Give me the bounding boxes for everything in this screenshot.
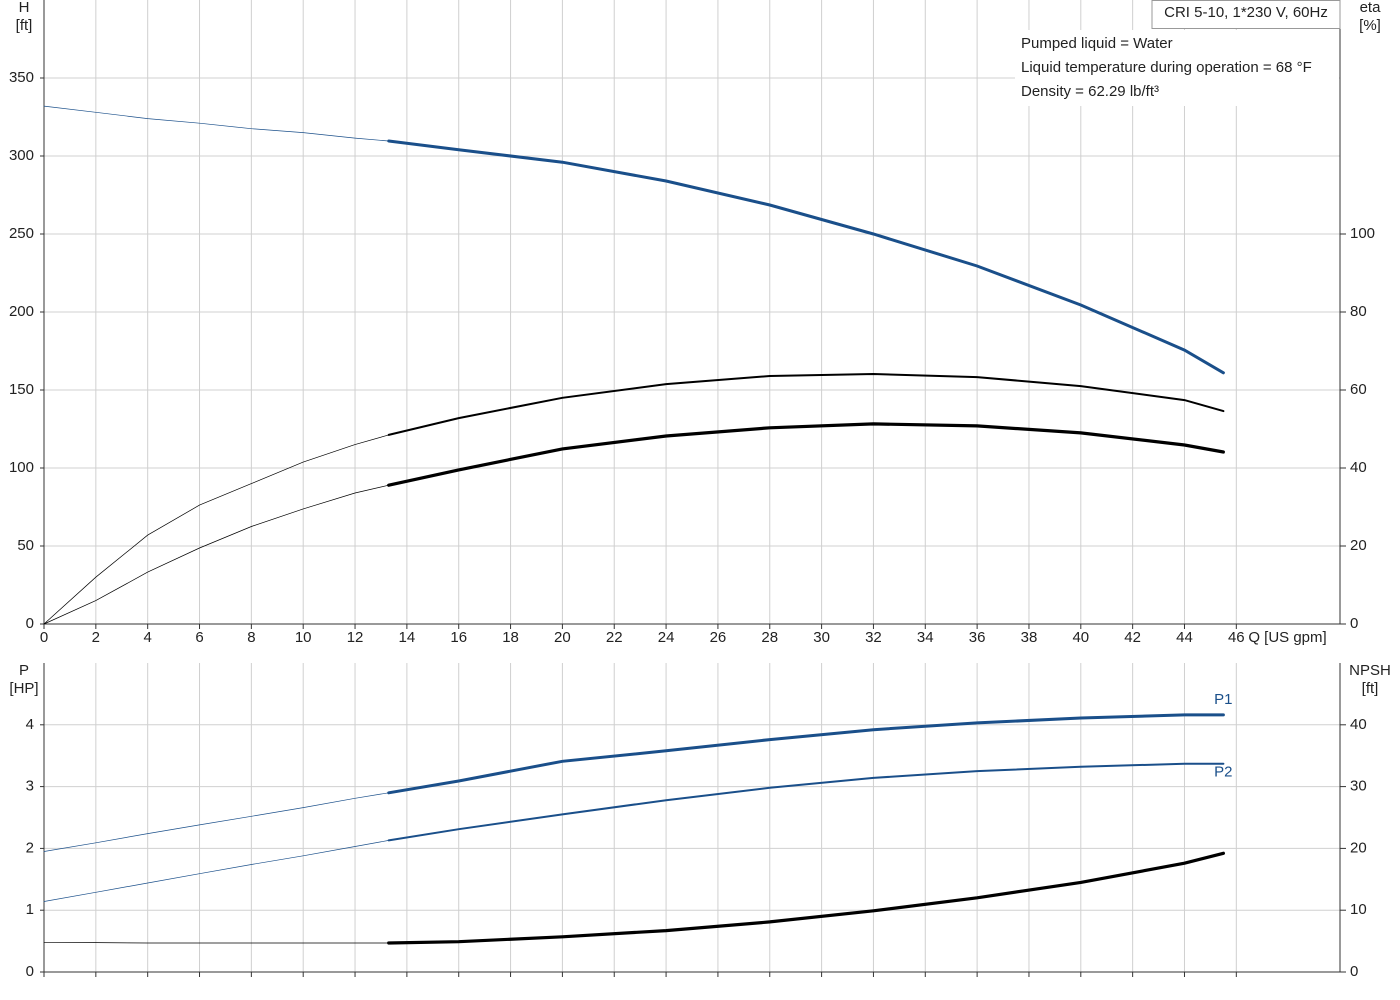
x-tick-label: 34 — [917, 629, 934, 646]
y-tick-label: 100 — [9, 459, 34, 476]
y2-tick-label: 20 — [1350, 537, 1367, 554]
annotation: Density = 62.29 lb/ft³ — [1021, 83, 1159, 100]
x-tick-label: 0 — [40, 629, 48, 646]
y-axis-label: P — [19, 662, 29, 679]
x-tick-label: 8 — [247, 629, 255, 646]
x-tick-label: 28 — [761, 629, 778, 646]
x-tick-label: 38 — [1021, 629, 1038, 646]
curve — [387, 372, 1225, 436]
x-tick-label: 2 — [92, 629, 100, 646]
curve — [387, 422, 1225, 487]
x-tick-label: 40 — [1072, 629, 1089, 646]
y-axis-unit: [HP] — [9, 680, 38, 697]
y-tick-label: 1 — [26, 901, 34, 918]
y2-tick-label: 40 — [1350, 716, 1367, 733]
y2-axis-unit: [ft] — [1362, 680, 1379, 697]
title-box — [1151, 0, 1341, 29]
curve-extension — [43, 105, 390, 142]
series-label: P1 — [1214, 691, 1232, 708]
series-label: P2 — [1214, 764, 1232, 781]
y-tick-label: 300 — [9, 147, 34, 164]
y2-tick-label: 80 — [1350, 303, 1367, 320]
y2-tick-label: 0 — [1350, 615, 1358, 632]
x-tick-label: 30 — [813, 629, 830, 646]
x-tick-label: 14 — [399, 629, 416, 646]
y2-tick-label: 10 — [1350, 901, 1367, 918]
curve — [387, 713, 1225, 795]
curve — [387, 851, 1225, 945]
x-tick-label: 6 — [195, 629, 203, 646]
x-tick-label: 44 — [1176, 629, 1193, 646]
y2-tick-label: 20 — [1350, 839, 1367, 856]
x-tick-label: 32 — [865, 629, 882, 646]
y-tick-label: 150 — [9, 381, 34, 398]
chart-title: CRI 5-10, 1*230 V, 60Hz — [1164, 4, 1328, 21]
y-tick-label: 250 — [9, 225, 34, 242]
x-tick-label: 46 — [1228, 629, 1245, 646]
y2-tick-label: 0 — [1350, 963, 1358, 980]
x-tick-label: 10 — [295, 629, 312, 646]
y-axis-unit: [ft] — [16, 17, 33, 34]
curve-extension — [43, 434, 390, 625]
y-tick-label: 200 — [9, 303, 34, 320]
y-tick-label: 2 — [26, 839, 34, 856]
y-axis-label: H — [19, 0, 30, 16]
y2-axis-unit: [%] — [1359, 17, 1381, 34]
x-tick-label: 20 — [554, 629, 571, 646]
curve-extension — [43, 484, 390, 625]
curve — [387, 139, 1225, 375]
x-tick-label: 36 — [969, 629, 986, 646]
y2-tick-label: 40 — [1350, 459, 1367, 476]
curve — [387, 762, 1225, 842]
y2-axis-label: NPSH — [1349, 662, 1391, 679]
y-tick-label: 4 — [26, 716, 34, 733]
annotation: Liquid temperature during operation = 68… — [1021, 59, 1312, 76]
y-tick-label: 350 — [9, 69, 34, 86]
y2-axis-label: eta — [1360, 0, 1382, 16]
y2-tick-label: 30 — [1350, 778, 1367, 795]
x-tick-label: 12 — [347, 629, 364, 646]
x-tick-label: 26 — [710, 629, 727, 646]
y-tick-label: 0 — [26, 615, 34, 632]
curve-extension — [43, 840, 390, 902]
x-tick-label: 18 — [502, 629, 519, 646]
x-tick-label: 16 — [450, 629, 467, 646]
info-background — [1015, 30, 1339, 106]
y-tick-label: 50 — [17, 537, 34, 554]
y-tick-label: 3 — [26, 778, 34, 795]
y2-tick-label: 100 — [1350, 225, 1375, 242]
x-tick-label: 4 — [144, 629, 152, 646]
curve-extension — [43, 792, 390, 852]
x-tick-label: 42 — [1124, 629, 1141, 646]
curve-extension — [43, 941, 390, 944]
x-tick-label: 22 — [606, 629, 623, 646]
y-tick-label: 0 — [26, 963, 34, 980]
annotation: Pumped liquid = Water — [1021, 35, 1173, 52]
x-tick-label: 24 — [658, 629, 675, 646]
x-axis-label: Q [US gpm] — [1248, 629, 1326, 646]
y2-tick-label: 60 — [1350, 381, 1367, 398]
